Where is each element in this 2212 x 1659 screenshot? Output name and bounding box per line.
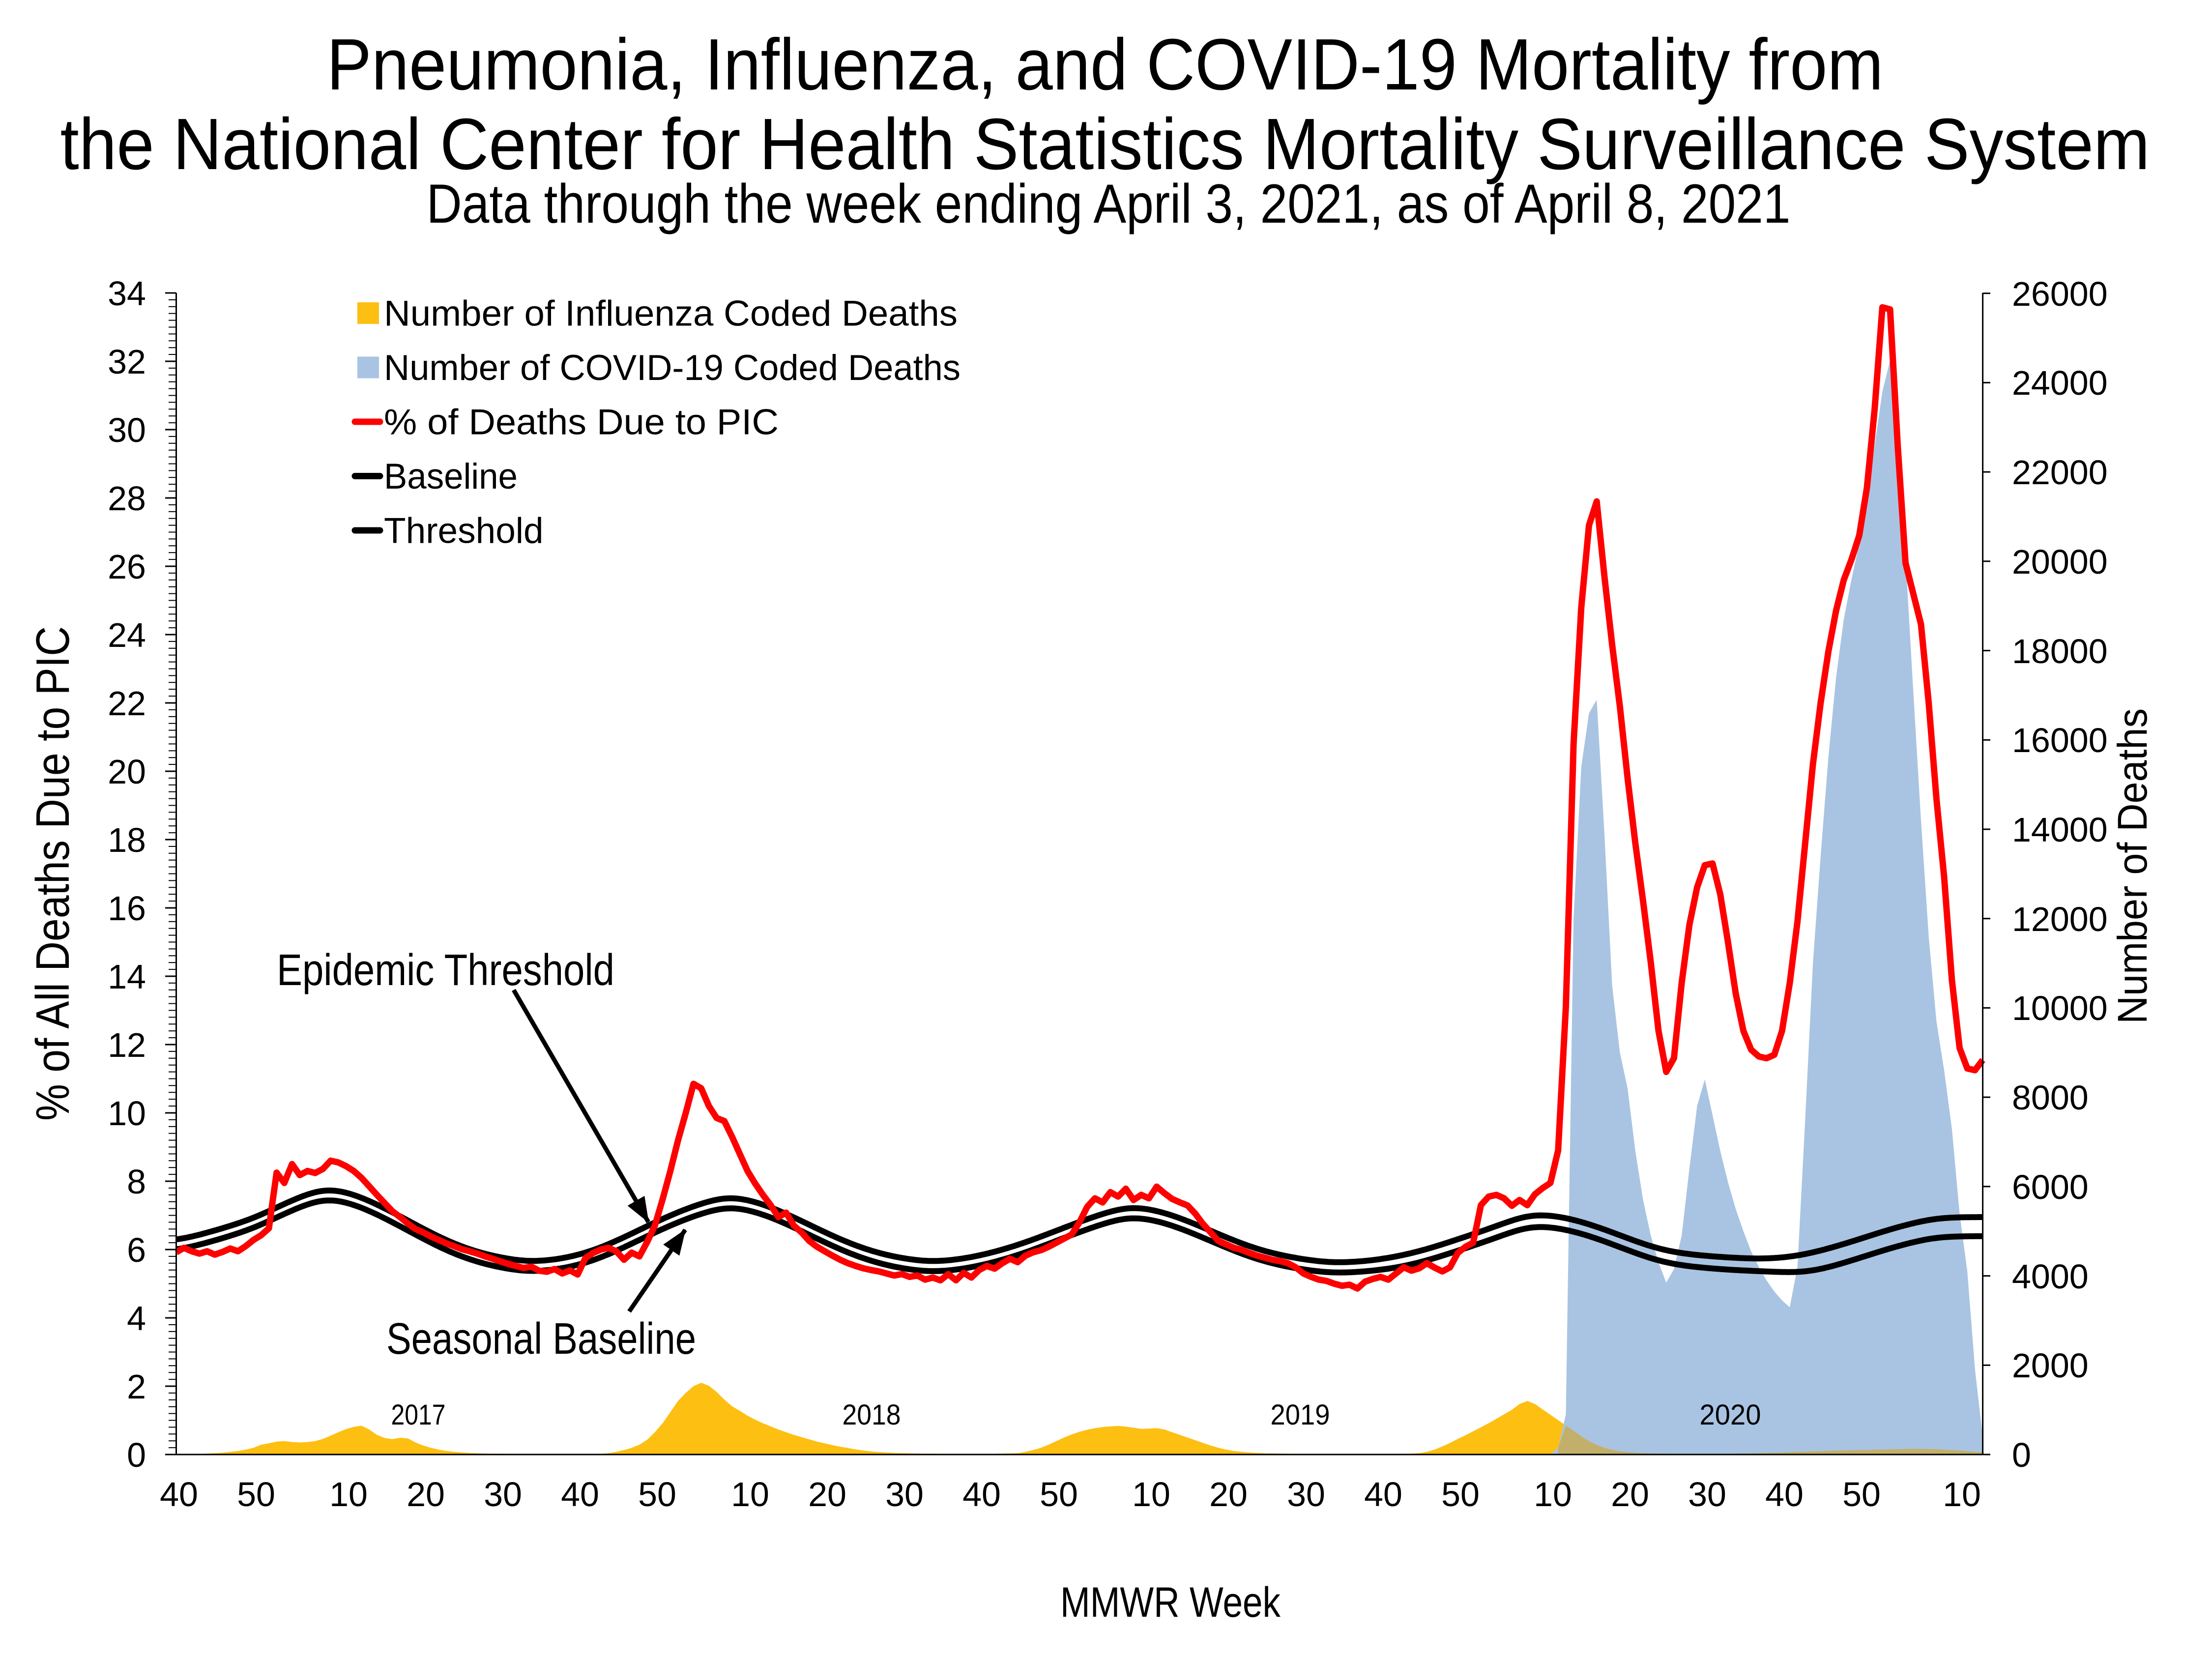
svg-text:24: 24: [108, 616, 146, 654]
svg-text:28: 28: [108, 479, 146, 518]
svg-text:Baseline: Baseline: [384, 457, 518, 496]
svg-text:26000: 26000: [2012, 275, 2108, 313]
svg-text:40: 40: [561, 1475, 599, 1513]
svg-text:20: 20: [407, 1475, 445, 1513]
svg-text:10: 10: [731, 1475, 769, 1513]
svg-text:12: 12: [108, 1026, 146, 1064]
svg-text:30: 30: [885, 1475, 924, 1513]
svg-text:2018: 2018: [843, 1399, 901, 1431]
svg-text:20: 20: [108, 753, 146, 791]
svg-text:% of All Deaths Due to PIC: % of All Deaths Due to PIC: [27, 626, 79, 1121]
svg-text:4000: 4000: [2012, 1257, 2089, 1296]
svg-text:30: 30: [108, 411, 146, 449]
svg-text:18000: 18000: [2012, 632, 2108, 670]
svg-text:10000: 10000: [2012, 989, 2108, 1027]
svg-text:4: 4: [127, 1299, 146, 1338]
svg-text:20000: 20000: [2012, 543, 2108, 581]
svg-text:40: 40: [1364, 1475, 1402, 1513]
svg-text:40: 40: [962, 1475, 1001, 1513]
svg-text:2019: 2019: [1271, 1399, 1330, 1431]
svg-text:Number of Deaths: Number of Deaths: [2109, 708, 2155, 1024]
svg-text:30: 30: [1287, 1475, 1325, 1513]
svg-text:10: 10: [329, 1475, 368, 1513]
svg-text:Number of Influenza Coded Deat: Number of Influenza Coded Deaths: [384, 294, 958, 334]
svg-text:50: 50: [638, 1475, 676, 1513]
svg-text:8000: 8000: [2012, 1078, 2089, 1117]
svg-text:34: 34: [108, 274, 146, 313]
svg-text:6000: 6000: [2012, 1168, 2089, 1206]
svg-text:0: 0: [2012, 1436, 2031, 1474]
svg-text:2017: 2017: [391, 1399, 446, 1431]
svg-text:20: 20: [1209, 1475, 1248, 1513]
svg-text:14: 14: [108, 958, 146, 996]
svg-text:20: 20: [1611, 1475, 1649, 1513]
svg-text:10: 10: [1132, 1475, 1170, 1513]
svg-text:10: 10: [1534, 1475, 1572, 1513]
svg-text:6: 6: [127, 1231, 146, 1269]
svg-text:10: 10: [108, 1094, 146, 1133]
svg-text:40: 40: [160, 1475, 198, 1513]
svg-text:MMWR Week: MMWR Week: [1060, 1579, 1281, 1626]
svg-text:12000: 12000: [2012, 900, 2108, 938]
svg-text:the National Center for Health: the National Center for Health Statistic…: [60, 104, 2150, 185]
svg-text:2: 2: [127, 1368, 146, 1406]
svg-text:Number of COVID-19 Coded Death: Number of COVID-19 Coded Deaths: [384, 348, 960, 388]
svg-text:40: 40: [1765, 1475, 1804, 1513]
svg-text:26: 26: [108, 548, 146, 586]
svg-text:2020: 2020: [1700, 1399, 1761, 1431]
svg-text:Threshold: Threshold: [384, 511, 544, 551]
svg-text:14000: 14000: [2012, 811, 2108, 849]
svg-text:0: 0: [127, 1436, 146, 1474]
svg-text:16000: 16000: [2012, 721, 2108, 759]
svg-text:50: 50: [1040, 1475, 1078, 1513]
svg-text:Epidemic Threshold: Epidemic Threshold: [277, 946, 614, 995]
svg-text:22000: 22000: [2012, 453, 2108, 492]
svg-text:Data through the week ending A: Data through the week ending April 3, 20…: [427, 173, 1791, 234]
svg-text:20: 20: [808, 1475, 846, 1513]
svg-text:22: 22: [108, 684, 146, 723]
svg-text:30: 30: [1688, 1475, 1726, 1513]
svg-text:% of Deaths Due to PIC: % of Deaths Due to PIC: [384, 403, 779, 442]
svg-text:16: 16: [108, 889, 146, 928]
svg-text:50: 50: [1441, 1475, 1480, 1513]
svg-text:32: 32: [108, 343, 146, 381]
svg-text:8: 8: [127, 1163, 146, 1201]
svg-text:2000: 2000: [2012, 1346, 2089, 1385]
svg-text:18: 18: [108, 821, 146, 859]
svg-text:50: 50: [237, 1475, 275, 1513]
svg-text:Seasonal Baseline: Seasonal Baseline: [386, 1314, 696, 1364]
svg-text:50: 50: [1842, 1475, 1881, 1513]
svg-text:24000: 24000: [2012, 364, 2108, 402]
svg-text:10: 10: [1943, 1475, 1981, 1513]
svg-text:Pneumonia, Influenza, and COVI: Pneumonia, Influenza, and COVID-19 Morta…: [327, 24, 1884, 105]
svg-text:30: 30: [484, 1475, 522, 1513]
